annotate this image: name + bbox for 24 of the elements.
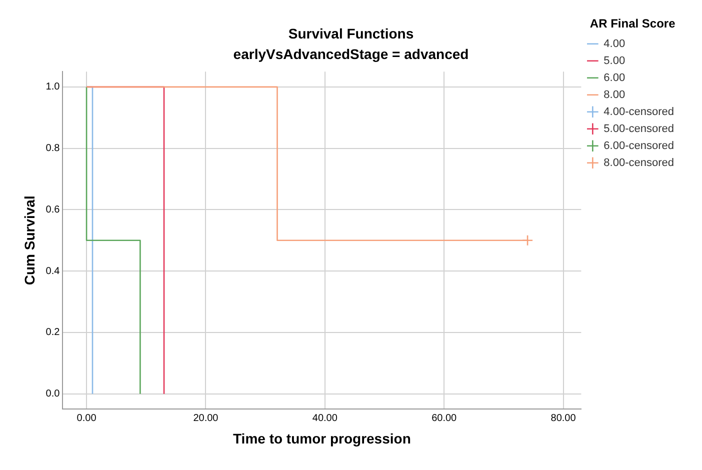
chart-title: Survival Functions: [288, 25, 414, 42]
y-tick-label: 0.2: [46, 327, 60, 338]
y-tick-label: 0.6: [46, 204, 60, 216]
legend-label: 5.00-censored: [604, 122, 674, 135]
x-tick-label: 40.00: [312, 412, 338, 424]
legend-label: 8.00: [604, 88, 626, 101]
chart-subtitle: earlyVsAdvancedStage = advanced: [233, 46, 469, 62]
legend-label: 8.00-censored: [604, 156, 674, 169]
x-tick-label: 60.00: [432, 412, 458, 424]
x-tick-label: 20.00: [193, 412, 219, 424]
y-tick-label: 0.4: [46, 266, 60, 277]
legend-title: AR Final Score: [590, 16, 676, 30]
legend-label: 6.00: [604, 72, 626, 84]
x-axis-title: Time to tumor progression: [233, 430, 411, 446]
x-tick-label: 0.00: [76, 412, 97, 424]
y-tick-label: 0.8: [46, 143, 60, 154]
x-tick-label: 80.00: [550, 412, 576, 424]
legend-label: 4.00-censored: [604, 106, 674, 118]
legend-label: 6.00-censored: [604, 140, 674, 152]
legend-label: 5.00: [604, 54, 626, 67]
legend-label: 4.00: [604, 38, 626, 50]
y-tick-label: 0.0: [46, 388, 60, 400]
y-tick-label: 1.0: [46, 82, 60, 93]
y-axis-title: Cum Survival: [21, 196, 38, 286]
